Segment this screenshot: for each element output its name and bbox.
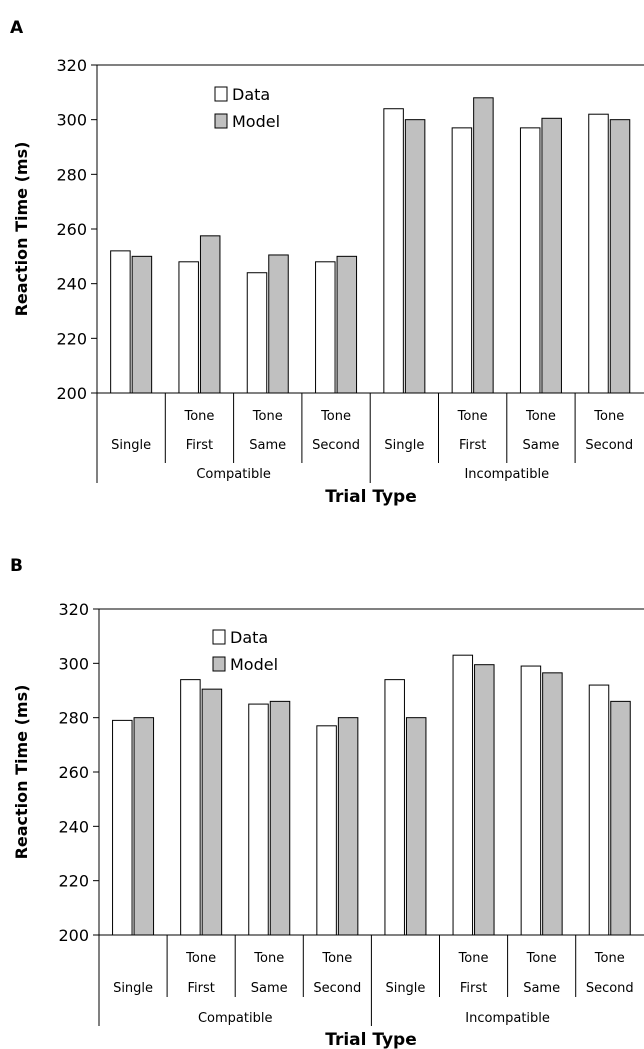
y-tick-label: 260 — [56, 220, 87, 239]
bar-model-1 — [201, 688, 223, 936]
category-label-line2: Second — [312, 438, 360, 453]
y-tick-label: 200 — [58, 926, 89, 945]
legend-swatch-model — [214, 113, 228, 129]
y-tick-label: 300 — [56, 111, 87, 130]
group-label: Incompatible — [465, 1011, 550, 1026]
category-label-line2: First — [459, 438, 486, 453]
category-label-line2: Same — [523, 438, 560, 453]
bar-model-2 — [268, 254, 289, 394]
category-label-line1: Tone — [321, 951, 352, 966]
bar-model-0 — [133, 717, 155, 936]
category-label-line1: Tone — [458, 951, 489, 966]
y-tick-label: 300 — [58, 654, 89, 673]
legend-label-model: Model — [230, 655, 278, 674]
bar-model-5 — [474, 664, 495, 936]
y-axis-label: Reaction Time (ms) — [12, 142, 31, 317]
legend-swatch-data — [212, 629, 226, 645]
bar-data-5 — [451, 127, 473, 394]
legend-label-data: Data — [232, 85, 270, 104]
category-label-line1: Tone — [457, 409, 488, 424]
y-tick-label: 320 — [58, 600, 89, 619]
y-tick-label: 280 — [56, 165, 87, 184]
bar-data-4 — [384, 679, 405, 936]
bar-model-3 — [337, 717, 359, 936]
category-label-line2: First — [460, 981, 487, 996]
category-label-line2: First — [187, 981, 214, 996]
legend-label-model: Model — [232, 112, 280, 131]
category-label-line2: Same — [249, 438, 286, 453]
bar-data-0 — [112, 719, 133, 936]
category-label-line2: Single — [384, 438, 424, 453]
bar-data-2 — [248, 703, 269, 936]
bar-model-7 — [610, 700, 631, 936]
legend-label-data: Data — [230, 628, 268, 647]
category-label-line1: Tone — [185, 951, 216, 966]
bar-model-0 — [131, 255, 153, 394]
category-label-line1: Tone — [183, 409, 214, 424]
bar-model-7 — [609, 119, 631, 394]
y-tick-label: 200 — [56, 384, 87, 403]
bar-model-6 — [542, 672, 563, 936]
category-label-line1: Tone — [253, 951, 284, 966]
category-label-line2: First — [186, 438, 213, 453]
group-label: Compatible — [196, 467, 270, 482]
bar-data-3 — [315, 261, 336, 394]
bar-data-3 — [316, 725, 337, 936]
y-tick-label: 220 — [58, 872, 89, 891]
group-label: Compatible — [198, 1011, 272, 1026]
category-label-line2: Second — [585, 438, 633, 453]
bar-model-5 — [473, 97, 494, 394]
x-axis-label: Trial Type — [325, 1030, 417, 1049]
bar-model-3 — [336, 255, 358, 394]
y-tick-label: 240 — [56, 275, 87, 294]
x-axis-label: Trial Type — [325, 487, 417, 507]
category-label-line1: Tone — [252, 409, 283, 424]
bar-data-6 — [520, 665, 542, 936]
panel-letter: B — [10, 556, 23, 576]
category-label-line2: Same — [523, 981, 560, 996]
category-label-line1: Tone — [525, 409, 556, 424]
y-axis-label: Reaction Time (ms) — [12, 685, 31, 860]
legend-swatch-data — [214, 86, 228, 102]
bar-data-2 — [246, 272, 268, 394]
bar-data-6 — [519, 127, 541, 394]
y-tick-label: 220 — [56, 329, 87, 348]
bar-data-7 — [588, 684, 610, 936]
bar-model-2 — [269, 700, 291, 936]
legend-swatch-model — [212, 656, 226, 672]
category-label-line2: Second — [313, 981, 361, 996]
bar-data-7 — [588, 113, 609, 394]
bar-data-0 — [110, 250, 131, 394]
category-label-line2: Same — [251, 981, 288, 996]
bar-data-1 — [180, 679, 201, 936]
bar-model-4 — [405, 717, 427, 936]
bar-data-4 — [383, 108, 404, 394]
group-label: Incompatible — [464, 467, 549, 482]
bar-data-1 — [178, 261, 199, 394]
category-label-line2: Single — [113, 981, 153, 996]
category-label-line1: Tone — [594, 951, 625, 966]
bar-model-4 — [404, 119, 426, 394]
category-label-line1: Tone — [526, 951, 557, 966]
y-tick-label: 280 — [58, 709, 89, 728]
category-label-line1: Tone — [320, 409, 351, 424]
category-label-line2: Single — [385, 981, 425, 996]
category-label-line1: Tone — [593, 409, 624, 424]
bar-model-6 — [541, 117, 562, 394]
y-tick-label: 240 — [58, 817, 89, 836]
panel-letter: A — [10, 18, 24, 38]
category-label-line2: Single — [111, 438, 151, 453]
category-label-line2: Second — [586, 981, 634, 996]
y-tick-label: 260 — [58, 763, 89, 782]
y-tick-label: 320 — [56, 56, 87, 75]
bar-data-5 — [452, 654, 474, 936]
bar-model-1 — [199, 235, 221, 394]
